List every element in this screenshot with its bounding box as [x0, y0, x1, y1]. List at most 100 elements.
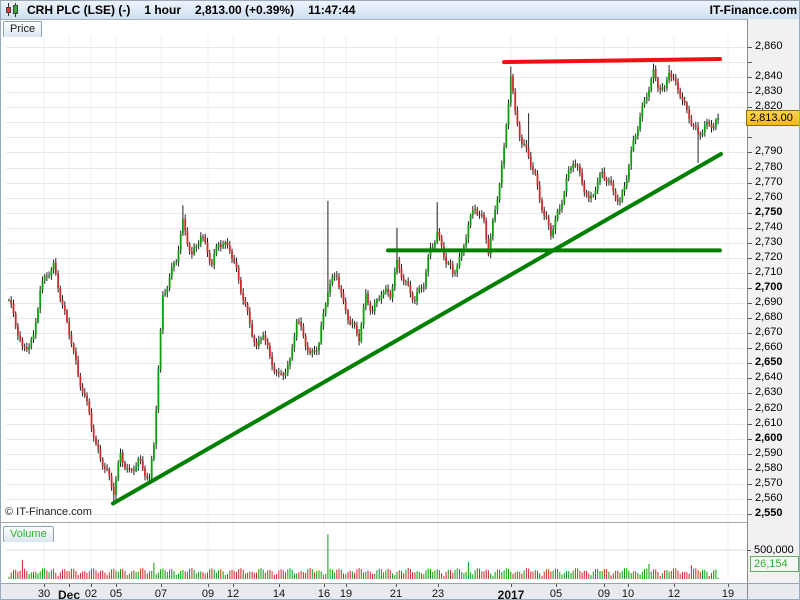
price-tick: [748, 469, 752, 470]
price-tick: [748, 273, 752, 274]
time-tick-label: 12: [667, 588, 681, 600]
price-tick: [748, 92, 752, 93]
price-tick-label: 2,830: [755, 85, 783, 97]
price-tick: [748, 424, 752, 425]
time-tick: [208, 584, 209, 587]
price-tick: [748, 363, 752, 364]
last-price-badge: 2,813.00: [746, 110, 799, 126]
price-tick: [748, 152, 752, 153]
time-tick-label: 05: [549, 588, 563, 600]
time-tick-label: 05: [109, 588, 123, 600]
time-tick-label: 19: [721, 588, 735, 600]
time-tick-label: 02: [84, 588, 98, 600]
price-tick: [748, 409, 752, 410]
price-tick-label: 2,610: [755, 417, 783, 429]
price-tick-label: 2,640: [755, 371, 783, 383]
price-tick: [748, 393, 752, 394]
price-tick: [748, 228, 752, 229]
time-axis-corner: [747, 583, 799, 599]
price-tick-label: 2,740: [755, 221, 783, 233]
ascending-support: [111, 151, 723, 506]
trendlines-layer[interactable]: [111, 57, 723, 506]
volume-bars-layer: [8, 534, 719, 579]
clock: 11:47:44: [308, 3, 356, 17]
time-tick: [91, 584, 92, 587]
price-tick-label: 2,550: [755, 507, 783, 519]
time-tick: [556, 584, 557, 587]
candlestick-icon: [5, 3, 21, 17]
price-tick-label: 2,570: [755, 477, 783, 489]
price-tick-label: 2,560: [755, 492, 783, 504]
candles-layer: [8, 63, 719, 502]
price-tick: [748, 348, 752, 349]
time-tick-label: 14: [272, 588, 286, 600]
price-tick-label: 2,710: [755, 266, 783, 278]
price-tick: [748, 62, 752, 63]
volume-axis-label: 500,000: [754, 544, 794, 556]
time-tick: [161, 584, 162, 587]
price-tick: [748, 137, 752, 138]
volume-axis-tick: [747, 550, 751, 551]
time-tick: [511, 584, 512, 587]
time-tick-label: 09: [597, 588, 611, 600]
price-tick: [748, 318, 752, 319]
tab-price[interactable]: Price: [3, 21, 43, 37]
time-tick-label: 12: [226, 588, 240, 600]
time-tick-label: 07: [154, 588, 168, 600]
price-tick: [748, 183, 752, 184]
price-tick-label: 2,690: [755, 296, 783, 308]
time-tick: [438, 584, 439, 587]
time-tick: [728, 584, 729, 587]
price-tick: [748, 107, 752, 108]
time-tick: [279, 584, 280, 587]
price-tick: [748, 258, 752, 259]
time-tick-label: 2017: [497, 588, 525, 600]
brand-logo: IT-Finance.com: [709, 3, 797, 17]
price-tick-label: 2,700: [755, 281, 783, 293]
time-tick: [44, 584, 45, 587]
price-tick-label: 2,580: [755, 462, 783, 474]
time-tick: [628, 584, 629, 587]
price-tick-label: 2,750: [755, 206, 783, 218]
time-tick-label: 16: [317, 588, 331, 600]
time-tick-label: Dec: [57, 588, 81, 600]
time-tick-label: 19: [339, 588, 353, 600]
gridlines-layer: [6, 36, 746, 579]
time-tick-label: 09: [201, 588, 215, 600]
price-tick-label: 2,670: [755, 326, 783, 338]
price-tick-label: 2,770: [755, 176, 783, 188]
last-volume-badge: 26,154: [750, 556, 799, 572]
price-tick: [748, 168, 752, 169]
title-bar: CRH PLC (LSE) (-) 1 hour 2,813.00 (+0.39…: [1, 1, 799, 20]
time-axis[interactable]: 30 Dec 02 05 07 09 12 14 16 19 21 23 2017 05 09 10 12 19: [1, 583, 747, 600]
time-tick-label: 10: [621, 588, 635, 600]
tab-volume[interactable]: Volume: [3, 526, 54, 542]
price-tick: [748, 303, 752, 304]
price-tick-label: 2,630: [755, 386, 783, 398]
price-tick: [748, 484, 752, 485]
horizontal-resistance: [502, 57, 722, 65]
price-tick-label: 2,760: [755, 191, 783, 203]
time-tick-label: 30: [37, 588, 51, 600]
time-tick: [604, 584, 605, 587]
price-tick: [748, 243, 752, 244]
price-tick-label: 2,820: [755, 100, 783, 112]
price-tick: [748, 213, 752, 214]
price-tick-label: 2,620: [755, 402, 783, 414]
price-tick-label: 2,650: [755, 356, 783, 368]
price-tick-label: 2,680: [755, 311, 783, 323]
time-tick: [324, 584, 325, 587]
symbol-name: CRH PLC (LSE) (-): [27, 3, 131, 17]
time-tick: [396, 584, 397, 587]
time-tick-label: 21: [389, 588, 403, 600]
price-tick-label: 2,860: [755, 40, 783, 52]
price-tick-label: 2,840: [755, 70, 783, 82]
time-tick: [233, 584, 234, 587]
price-tick-label: 2,780: [755, 161, 783, 173]
price-tick: [748, 378, 752, 379]
price-tick: [748, 47, 752, 48]
price-tick: [748, 454, 752, 455]
price-volume-chart[interactable]: [1, 1, 747, 600]
price-axis[interactable]: 2,550 2,560 2,570 2,580 2,590 2,600 2,610 2,620…: [747, 19, 799, 583]
price-tick-label: 2,790: [755, 145, 783, 157]
